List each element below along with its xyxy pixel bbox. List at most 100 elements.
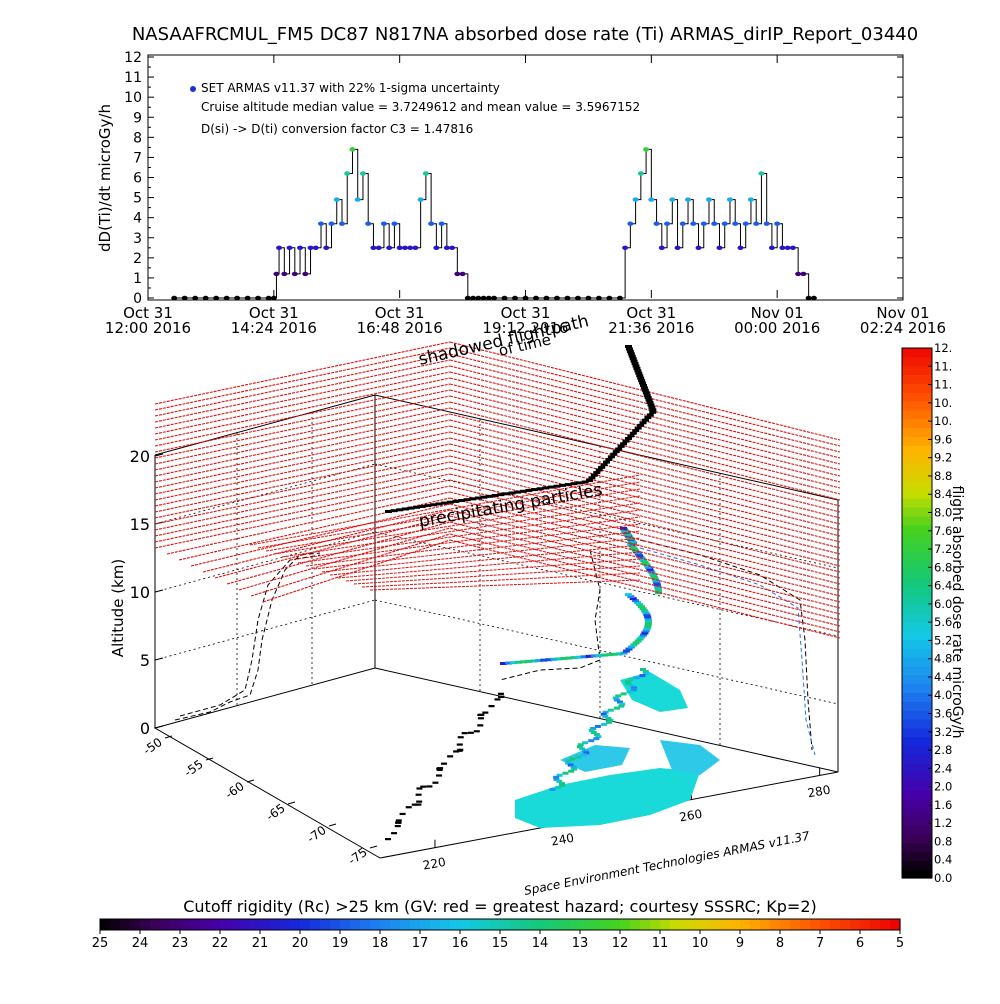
dose-rate-point bbox=[202, 295, 209, 301]
dose-rate-point bbox=[291, 271, 298, 277]
colorbar-tick-label: 7.6 bbox=[934, 524, 952, 538]
rigidity-colorbar-swatch bbox=[530, 919, 541, 930]
colorbar-swatch bbox=[902, 365, 932, 376]
flight-point bbox=[644, 623, 652, 627]
colorbar-swatch bbox=[902, 842, 932, 853]
rigidity-colorbar-swatch bbox=[340, 919, 351, 930]
track-point bbox=[394, 824, 401, 828]
shadow-point bbox=[644, 396, 652, 400]
dose-rate-point bbox=[653, 221, 660, 226]
shadow-point bbox=[463, 498, 471, 502]
dose-rate-point bbox=[637, 171, 644, 176]
flight-point bbox=[600, 712, 607, 716]
colorbar-swatch bbox=[902, 754, 932, 764]
track-point bbox=[456, 743, 463, 746]
rigidity-contour bbox=[449, 407, 841, 507]
dose-rate-point bbox=[359, 171, 366, 176]
dose-rate-point bbox=[407, 245, 414, 250]
track-point bbox=[415, 803, 422, 806]
dose-rate-point bbox=[297, 245, 304, 250]
colorbar-swatch bbox=[902, 586, 932, 596]
x-tick-label-date: Oct 31 bbox=[123, 304, 173, 322]
dose-rate-point bbox=[685, 197, 692, 202]
flight-point bbox=[605, 720, 612, 724]
dose-rate-point bbox=[171, 295, 178, 301]
dose-rate-point bbox=[375, 245, 382, 250]
colorbar-swatch bbox=[902, 533, 932, 543]
rigidity-contour bbox=[178, 497, 451, 561]
rigidity-contour bbox=[154, 479, 451, 543]
dose-rate-point bbox=[354, 197, 361, 202]
shadow-point bbox=[649, 410, 657, 414]
shadow-point bbox=[648, 405, 656, 409]
shadow-point bbox=[641, 418, 649, 422]
z-tick-mark bbox=[154, 725, 164, 729]
flight-point bbox=[642, 562, 650, 566]
track-point bbox=[395, 819, 402, 822]
colorbar-tick-label: 10. bbox=[934, 414, 952, 428]
shadow-point bbox=[502, 492, 510, 496]
dose-rate-point bbox=[302, 271, 309, 277]
shadow-point bbox=[559, 483, 567, 487]
rigidity-tick-label: 19 bbox=[332, 936, 349, 951]
y-tick-label: 3 bbox=[133, 231, 142, 247]
colorbar-swatch bbox=[902, 860, 932, 870]
flight-point bbox=[644, 621, 652, 625]
rigidity-colorbar-swatch bbox=[100, 919, 111, 930]
dose-rate-point bbox=[564, 295, 571, 301]
x-tick-label-time: 21:36 2016 bbox=[608, 319, 694, 337]
rigidity-colorbar-swatch bbox=[550, 919, 561, 930]
colorbar-tick-label: 10. bbox=[934, 396, 952, 410]
track-point bbox=[420, 785, 427, 788]
colorbar-swatch bbox=[902, 427, 932, 437]
dose-rate-point bbox=[181, 295, 188, 301]
rigidity-contour bbox=[154, 419, 451, 483]
flight-point bbox=[639, 674, 646, 678]
rigidity-colorbar-swatch bbox=[130, 919, 141, 930]
colorbar-tick-label: 1.2 bbox=[934, 816, 952, 830]
flight-point bbox=[650, 574, 658, 578]
flight-point bbox=[568, 769, 575, 773]
dose-rate-point bbox=[370, 245, 377, 250]
rigidity-contour bbox=[154, 437, 451, 501]
colorbar-swatch bbox=[902, 807, 932, 817]
shadow-point bbox=[612, 450, 620, 454]
rigidity-contour bbox=[154, 425, 451, 489]
flight-point bbox=[641, 560, 649, 564]
shadow-point bbox=[643, 393, 651, 397]
rigidity-colorbar-swatch bbox=[170, 919, 181, 930]
flight-point bbox=[630, 547, 638, 551]
flight-point bbox=[593, 737, 600, 741]
dose-rate-point bbox=[223, 295, 230, 301]
rigidity-colorbar-swatch bbox=[250, 919, 261, 930]
shadow-point bbox=[624, 437, 632, 441]
dose-rate-point bbox=[349, 147, 356, 152]
track-point bbox=[437, 767, 444, 770]
shadow-point bbox=[424, 504, 432, 508]
rigidity-contour bbox=[265, 488, 641, 552]
flight-point bbox=[632, 641, 640, 645]
shadow-point bbox=[644, 416, 652, 420]
flight-point bbox=[651, 577, 659, 581]
flight-point bbox=[565, 656, 573, 660]
flight-point bbox=[633, 676, 640, 680]
rigidity-colorbar-swatch bbox=[320, 919, 331, 930]
colorbar-tick-label: 3.6 bbox=[934, 707, 952, 721]
track-point bbox=[405, 806, 412, 809]
flight-point bbox=[615, 652, 623, 656]
flight-point bbox=[642, 670, 649, 674]
rigidity-contour bbox=[154, 359, 451, 423]
rigidity-contour bbox=[257, 481, 641, 549]
colorbar-swatch bbox=[902, 454, 932, 464]
flight-point bbox=[556, 779, 563, 783]
rigidity-contour bbox=[449, 515, 841, 615]
shadow-point bbox=[627, 352, 635, 356]
flight-point bbox=[620, 692, 627, 696]
lat-tick-label: -60 bbox=[223, 779, 247, 802]
shadow-point bbox=[553, 484, 561, 488]
cutoff-rigidity-colorbar: 25 24 23 22 21 20 19 18 17 16 15 14 13 12 11 10 9 8 7 6 5 bbox=[92, 918, 904, 951]
rigidity-contour bbox=[305, 523, 641, 567]
colorbar-swatch bbox=[902, 401, 932, 411]
shadow-point bbox=[418, 504, 426, 508]
dose-rate-point bbox=[501, 295, 508, 301]
